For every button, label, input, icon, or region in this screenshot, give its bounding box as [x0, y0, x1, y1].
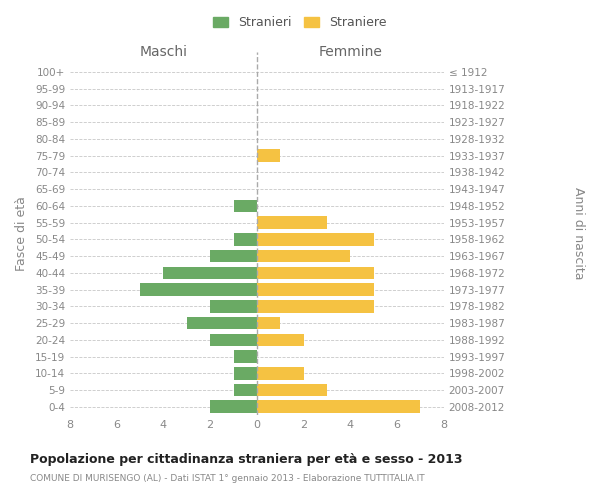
Text: Femmine: Femmine — [319, 44, 382, 59]
Text: Maschi: Maschi — [139, 44, 187, 59]
Bar — [210, 334, 257, 346]
Legend: Stranieri, Straniere: Stranieri, Straniere — [208, 11, 392, 34]
Text: COMUNE DI MURISENGO (AL) - Dati ISTAT 1° gennaio 2013 - Elaborazione TUTTITALIA.: COMUNE DI MURISENGO (AL) - Dati ISTAT 1°… — [30, 474, 425, 483]
Y-axis label: Anni di nascita: Anni di nascita — [572, 188, 585, 280]
Bar — [233, 233, 257, 245]
Bar — [163, 266, 257, 279]
Bar — [257, 266, 374, 279]
Bar — [257, 284, 374, 296]
Bar — [257, 150, 280, 162]
Bar — [140, 284, 257, 296]
Bar — [233, 384, 257, 396]
Bar — [257, 250, 350, 262]
Text: Popolazione per cittadinanza straniera per età e sesso - 2013: Popolazione per cittadinanza straniera p… — [30, 452, 463, 466]
Y-axis label: Fasce di età: Fasce di età — [15, 196, 28, 271]
Bar — [257, 400, 421, 413]
Bar — [210, 400, 257, 413]
Bar — [233, 350, 257, 363]
Bar — [257, 233, 374, 245]
Bar — [187, 317, 257, 330]
Bar — [257, 334, 304, 346]
Bar — [210, 300, 257, 312]
Bar — [210, 250, 257, 262]
Bar — [257, 317, 280, 330]
Bar — [257, 384, 327, 396]
Bar — [233, 200, 257, 212]
Bar — [257, 300, 374, 312]
Bar — [257, 367, 304, 380]
Bar — [233, 367, 257, 380]
Bar — [257, 216, 327, 229]
